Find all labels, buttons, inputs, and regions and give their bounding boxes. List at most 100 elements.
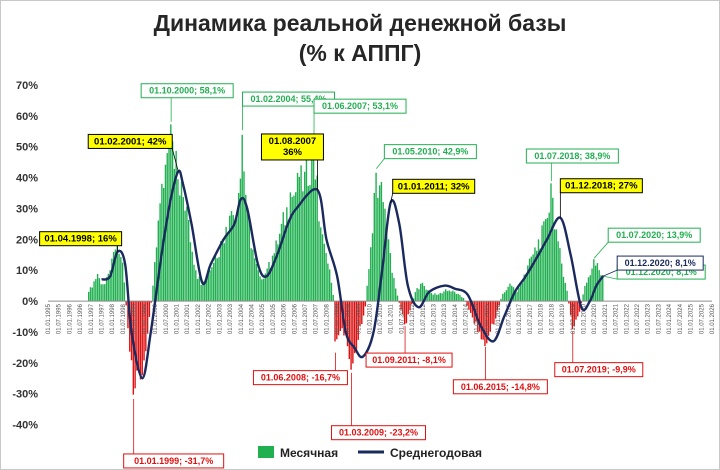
x-tick-label: 01.01.2002 <box>196 303 202 334</box>
monthly-bar <box>511 285 513 302</box>
x-tick-label: 01.07.2020 <box>592 303 598 334</box>
y-tick-label: 10% <box>16 265 38 277</box>
monthly-bar <box>577 301 579 317</box>
x-tick-label: 01.01.2016 <box>496 303 502 334</box>
monthly-bar <box>148 301 151 317</box>
legend-swatch-monthly <box>258 446 274 458</box>
monthly-bar <box>437 294 440 302</box>
monthly-bar <box>296 172 299 302</box>
monthly-bar <box>284 225 286 302</box>
monthly-bar <box>468 301 470 310</box>
x-tick-label: 01.07.2014 <box>464 303 470 334</box>
monthly-bar <box>223 243 226 302</box>
monthly-bar <box>157 220 160 302</box>
monthly-bar <box>211 267 213 302</box>
monthly-bar <box>114 249 117 302</box>
monthly-bar <box>89 287 92 302</box>
monthly-bar <box>175 150 177 302</box>
monthly-bar <box>277 244 279 302</box>
x-tick-label: 01.01.2000 <box>153 303 159 334</box>
monthly-bar <box>141 301 143 376</box>
x-tick-label: 01.01.1996 <box>67 303 73 334</box>
x-tick-label: 01.01.2004 <box>239 303 245 334</box>
x-tick-label: 01.07.2016 <box>507 303 513 334</box>
monthly-bar <box>320 227 322 302</box>
annotation-label: 01.07.2018; 38,9% <box>534 151 610 161</box>
monthly-bar <box>491 301 493 324</box>
monthly-bar <box>180 181 183 302</box>
annotation-label: 01.06.2008; -16,7% <box>261 373 340 383</box>
x-axis-ticks: 01.01.1995 01.07.1995 01.01.1996 01.07.1996… <box>46 303 716 334</box>
monthly-bar <box>559 248 561 302</box>
monthly-bar <box>264 273 267 302</box>
annotation-label: 01.06.2007; 53,1% <box>322 101 398 111</box>
annotation-label: 01.07.2019; -9,9% <box>562 365 636 375</box>
annotation-label: 01.07.2020; 13,9% <box>616 230 692 240</box>
chart-title: Динамика реальной денежной базы (% к АПП… <box>0 8 720 68</box>
x-tick-label: 01.01.2021 <box>603 303 609 334</box>
monthly-bar <box>145 301 147 352</box>
monthly-bar <box>196 279 199 302</box>
monthly-bar <box>262 278 265 302</box>
x-tick-label: 01.07.2007 <box>314 303 320 334</box>
monthly-bar <box>336 301 338 340</box>
monthly-bar <box>586 282 588 302</box>
monthly-bar <box>227 234 229 302</box>
monthly-bar <box>282 212 284 302</box>
monthly-bar <box>168 134 170 302</box>
monthly-bar <box>486 301 488 344</box>
monthly-bar <box>396 295 399 302</box>
monthly-bar <box>118 253 120 302</box>
monthly-bar <box>325 253 327 302</box>
monthly-bar <box>371 233 374 302</box>
annotation-yellow: 01.04.1998; 16% <box>39 231 123 252</box>
monthly-bar <box>318 221 320 302</box>
x-tick-label: 01.01.2009 <box>346 303 352 334</box>
monthly-bar <box>411 301 413 305</box>
annotation-label: 01.08.2007 <box>269 136 317 147</box>
monthly-bar <box>380 181 383 302</box>
x-tick-label: 01.01.2001 <box>175 303 181 334</box>
monthly-bar <box>96 273 99 302</box>
monthly-bar <box>291 197 293 302</box>
y-tick-label: 60% <box>16 111 38 123</box>
legend-label-average: Среднегодовая <box>390 446 482 460</box>
monthly-bar <box>200 284 202 302</box>
x-tick-label: 01.07.2010 <box>378 303 384 334</box>
monthly-bar <box>137 301 140 371</box>
monthly-bar <box>134 301 136 389</box>
monthly-bar <box>532 254 534 302</box>
y-tick-label: -20% <box>12 358 38 370</box>
x-tick-label: 01.07.2012 <box>421 303 427 334</box>
monthly-bar <box>166 153 168 302</box>
monthly-bar <box>544 219 547 302</box>
x-tick-label: 01.07.2006 <box>292 303 298 334</box>
monthly-bar <box>519 284 522 302</box>
monthly-bar <box>587 277 590 302</box>
monthly-bar <box>375 172 377 302</box>
x-tick-label: 01.07.1999 <box>142 303 148 334</box>
monthly-bar <box>352 301 354 364</box>
annotation-red: 01.06.2008; -16,7% <box>252 352 348 386</box>
monthly-bar <box>286 207 288 302</box>
monthly-bar <box>123 282 126 302</box>
monthly-bar <box>216 258 218 302</box>
annotation-navy: 01.12.2020; 8,1% <box>603 255 704 277</box>
monthly-bar <box>229 215 231 302</box>
monthly-bar <box>198 276 201 302</box>
monthly-bar <box>405 301 408 324</box>
annotation-label: 01.02.2004; 55,4% <box>250 94 326 104</box>
monthly-bar <box>469 301 472 313</box>
monthly-bar <box>355 301 358 352</box>
monthly-bar <box>498 301 500 306</box>
monthly-bar <box>252 249 254 302</box>
monthly-bar <box>95 279 97 302</box>
monthly-bar <box>584 285 586 302</box>
monthly-bar <box>455 294 458 302</box>
monthly-bar <box>270 268 272 302</box>
monthly-bar <box>125 301 127 306</box>
y-tick-label: 70% <box>16 80 38 92</box>
chart-title-line2: (% к АППГ) <box>298 40 422 66</box>
monthly-bar <box>362 301 365 316</box>
y-tick-label: 50% <box>16 142 38 154</box>
